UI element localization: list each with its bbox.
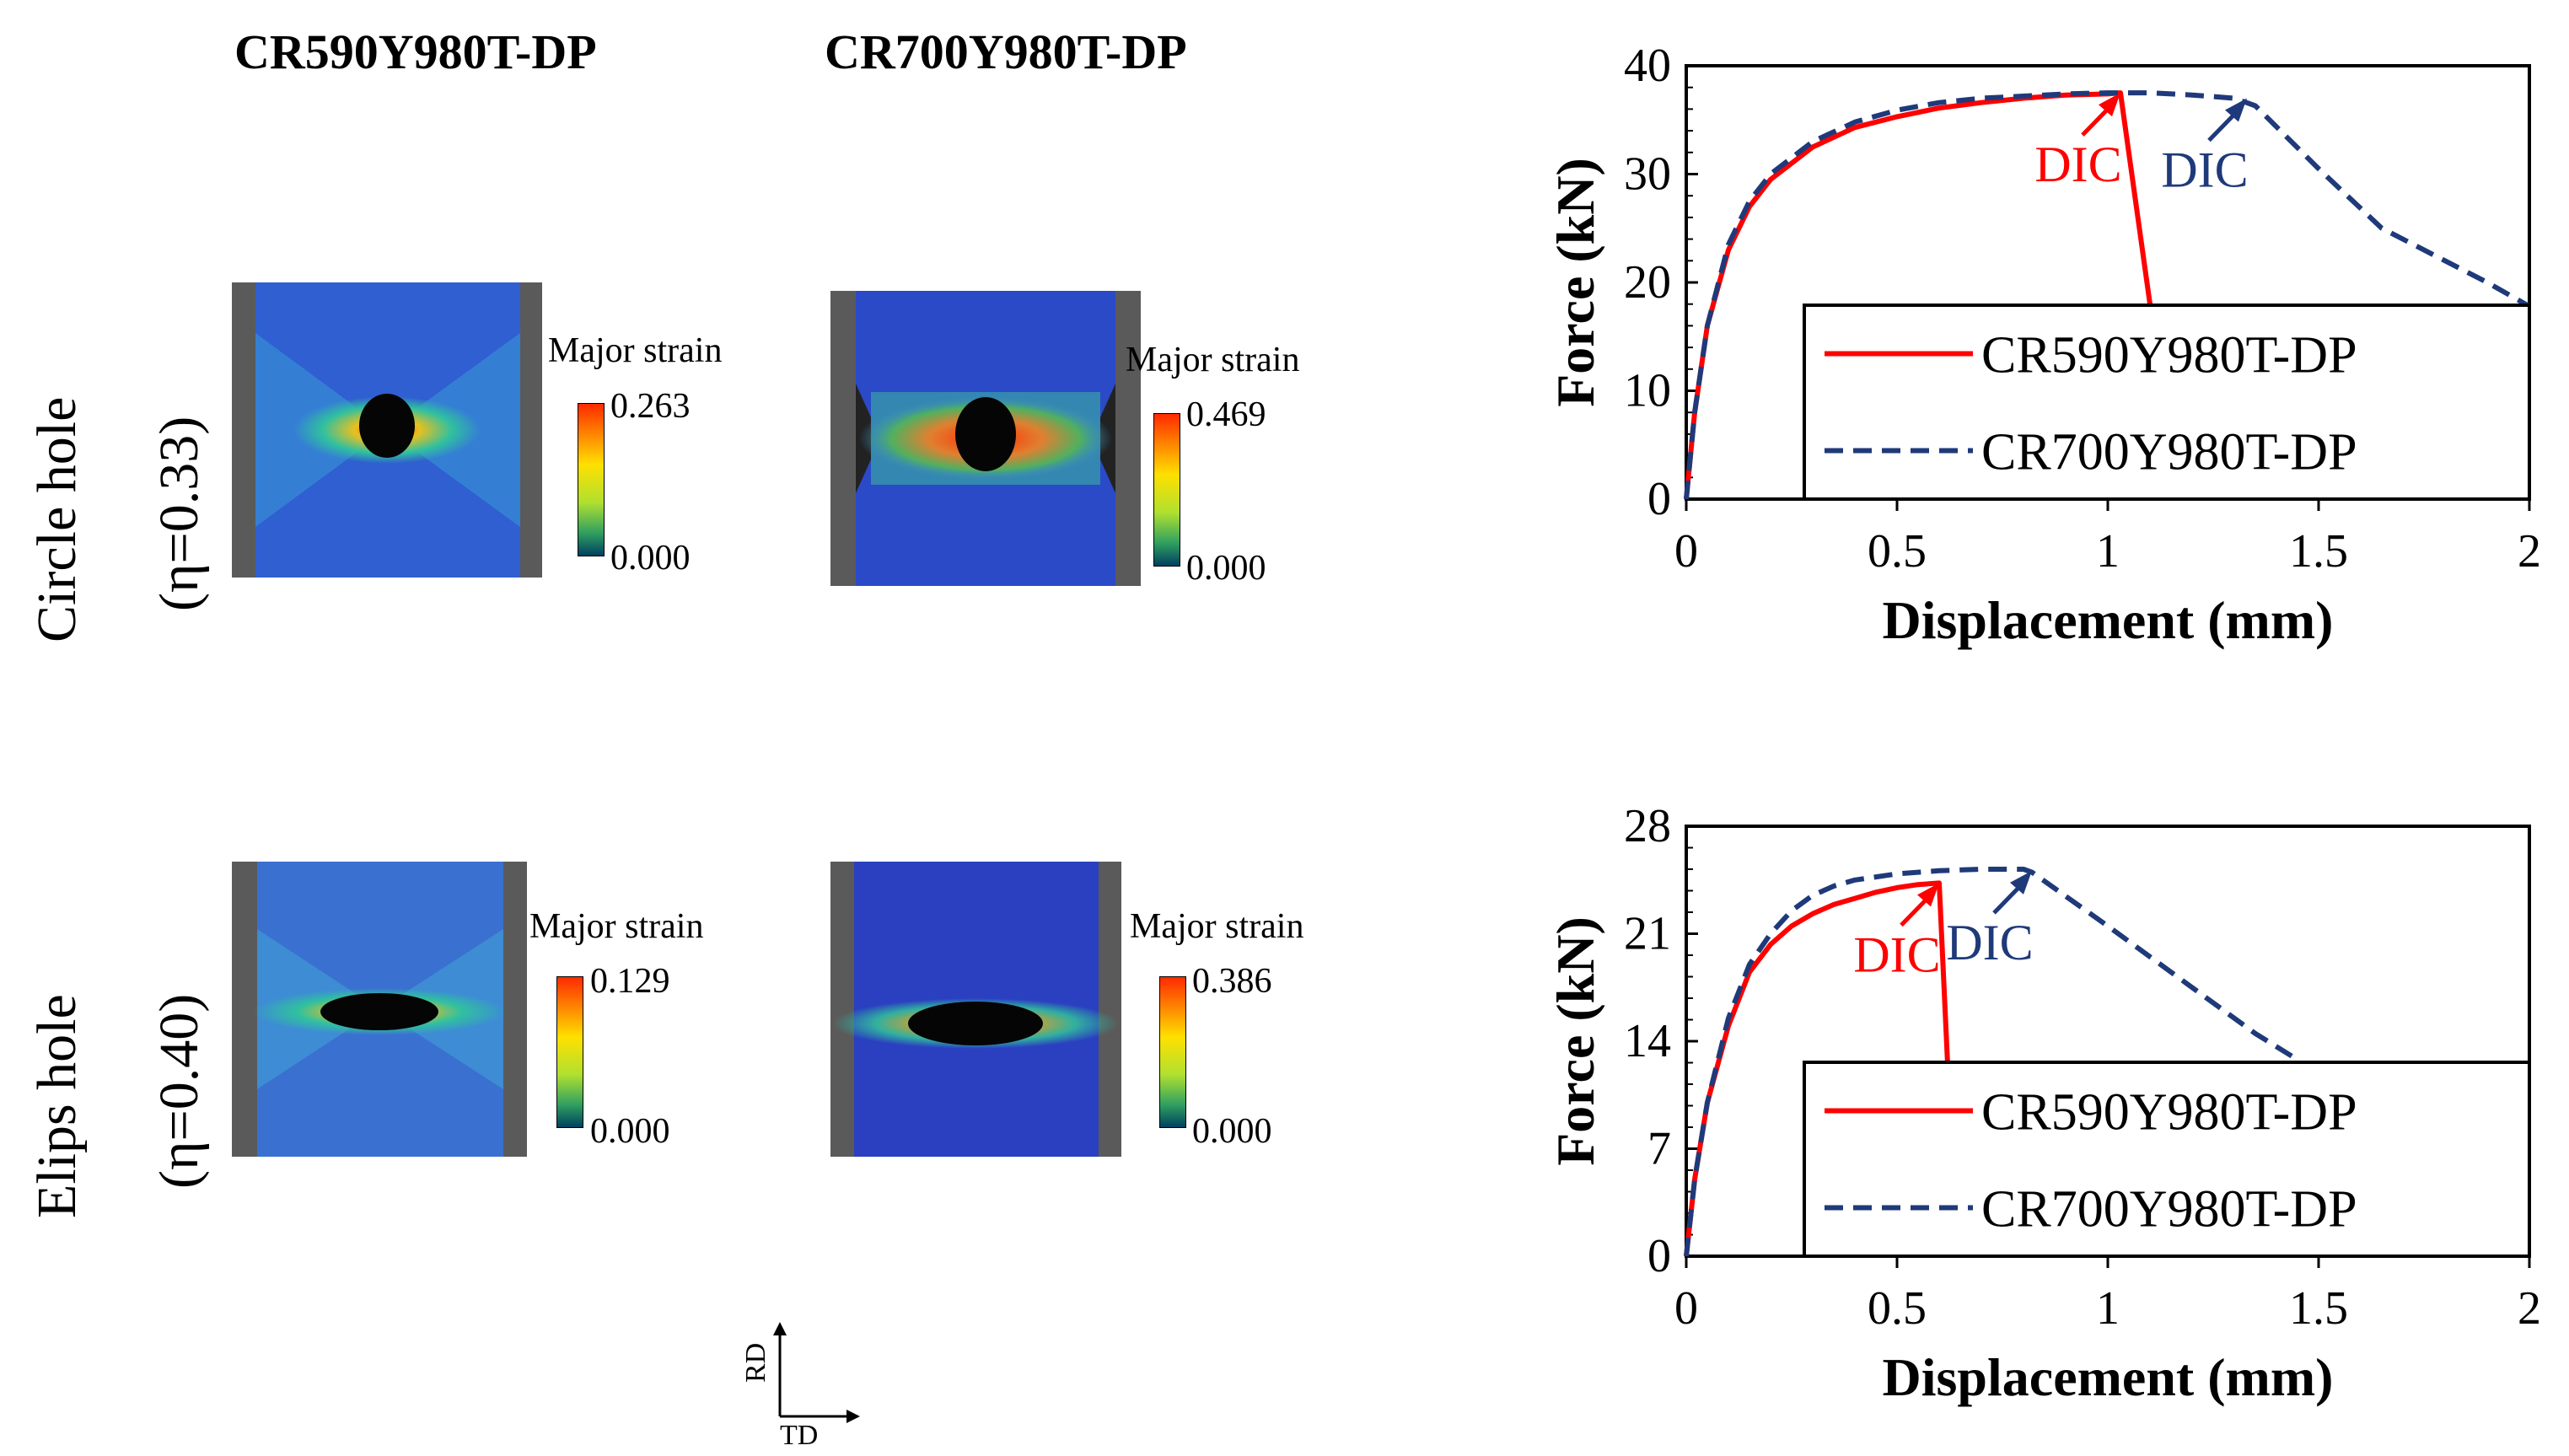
y-tick-label: 14 [1624, 1015, 1671, 1067]
colorbar-1 [578, 403, 605, 556]
x-tick-label: 0.5 [1868, 1282, 1927, 1335]
legend-label-cr700: CR700Y980T-DP [1981, 1181, 2357, 1238]
y-axis-label: Force (kN) [1545, 158, 1605, 407]
annotation-arrowhead-cr700 [2225, 98, 2247, 122]
annotation-label-cr590: DIC [1853, 927, 1940, 982]
x-tick-label: 1 [2096, 525, 2120, 578]
strain-map-cr590-elips [232, 862, 527, 1157]
x-tick-label: 1 [2096, 1282, 2120, 1335]
series-line-cr700 [1684, 90, 2531, 500]
row-label-circle-hole: Circle hole [26, 396, 88, 642]
force-displacement-chart-circle: 0 10 20 30 40 0 0.5 1 1.5 2 Displacement (mm) Force… [1545, 40, 2541, 650]
colorbar-min-2: 0.000 [1186, 549, 1266, 588]
legend-box [1803, 304, 2531, 501]
x-tick-label: 1.5 [2289, 525, 2348, 578]
annotation-arrowhead-cr590 [2099, 93, 2120, 117]
legend-label-cr590: CR590Y980T-DP [1981, 327, 2357, 384]
colorbar-min-3: 0.000 [590, 1112, 670, 1151]
td-label: TD [780, 1420, 819, 1451]
x-tick-label: 1.5 [2289, 1282, 2348, 1335]
y-tick-label: 7 [1647, 1123, 1671, 1175]
rd-label: RD [740, 1342, 771, 1383]
y-tick-label: 28 [1624, 800, 1671, 852]
annotation-label-cr700: DIC [2161, 142, 2248, 198]
y-tick-label: 0 [1647, 473, 1671, 525]
colorbar-title-4: Major strain [1130, 907, 1304, 946]
strain-map-cr590-circle [232, 282, 542, 578]
colorbar-max-4: 0.386 [1192, 962, 1272, 1001]
colorbar-min-1: 0.000 [610, 539, 691, 578]
x-axis-label: Displacement (mm) [1883, 1347, 2334, 1407]
annotation-arrowhead-cr590 [1917, 883, 1939, 907]
y-tick-label: 0 [1647, 1230, 1671, 1282]
strain-map-cr700-circle [830, 291, 1141, 586]
x-tick-label: 0 [1674, 525, 1698, 578]
y-tick-label: 21 [1624, 908, 1671, 960]
annotation-label-cr700: DIC [1946, 915, 2033, 970]
strain-map-cr700-elips [830, 862, 1121, 1157]
colorbar-4 [1159, 976, 1186, 1128]
rd-td-axis-indicator: RD TD [734, 1315, 868, 1451]
colorbar-3 [556, 976, 583, 1128]
y-tick-label: 30 [1624, 148, 1671, 201]
x-tick-label: 0.5 [1868, 525, 1927, 578]
force-displacement-chart-elips: 0 7 14 21 28 0 0.5 1 1.5 2 Displacement (mm) Force … [1545, 800, 2541, 1407]
y-tick-label: 20 [1624, 256, 1671, 309]
colorbar-max-1: 0.263 [610, 387, 691, 426]
x-tick-label: 2 [2518, 525, 2541, 578]
y-tick-label: 10 [1624, 365, 1671, 417]
colorbar-min-4: 0.000 [1192, 1112, 1272, 1151]
y-axis-label: Force (kN) [1545, 916, 1605, 1166]
annotation-label-cr590: DIC [2034, 137, 2121, 192]
x-axis-label: Displacement (mm) [1883, 590, 2334, 650]
legend-label-cr700: CR700Y980T-DP [1981, 424, 2357, 481]
row-eta-elips-hole: (η=0.40) [148, 993, 210, 1189]
series-line-cr700 [1684, 867, 2299, 1257]
colorbar-title-1: Major strain [548, 331, 723, 370]
colorbar-max-2: 0.469 [1186, 395, 1266, 434]
legend-box [1803, 1061, 2531, 1258]
annotation-arrowhead-cr700 [2010, 870, 2032, 895]
colorbar-title-2: Major strain [1126, 341, 1300, 379]
y-tick-label: 40 [1624, 40, 1671, 92]
colorbar-title-3: Major strain [529, 907, 704, 946]
legend-label-cr590: CR590Y980T-DP [1981, 1084, 2357, 1142]
row-eta-circle-hole: (η=0.33) [148, 416, 210, 611]
x-tick-label: 0 [1674, 1282, 1698, 1335]
column-title-cr590: CR590Y980T-DP [234, 24, 597, 79]
colorbar-2 [1153, 413, 1180, 567]
column-title-cr700: CR700Y980T-DP [825, 24, 1187, 79]
row-label-elips-hole: Elips hole [26, 994, 88, 1218]
x-tick-label: 2 [2518, 1282, 2541, 1335]
colorbar-max-3: 0.129 [590, 962, 670, 1001]
